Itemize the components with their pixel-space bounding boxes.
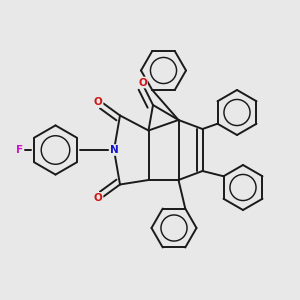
Text: N: N	[110, 145, 118, 155]
Text: F: F	[16, 145, 23, 155]
Text: O: O	[94, 97, 103, 107]
Text: O: O	[138, 77, 147, 88]
Text: O: O	[94, 193, 103, 203]
